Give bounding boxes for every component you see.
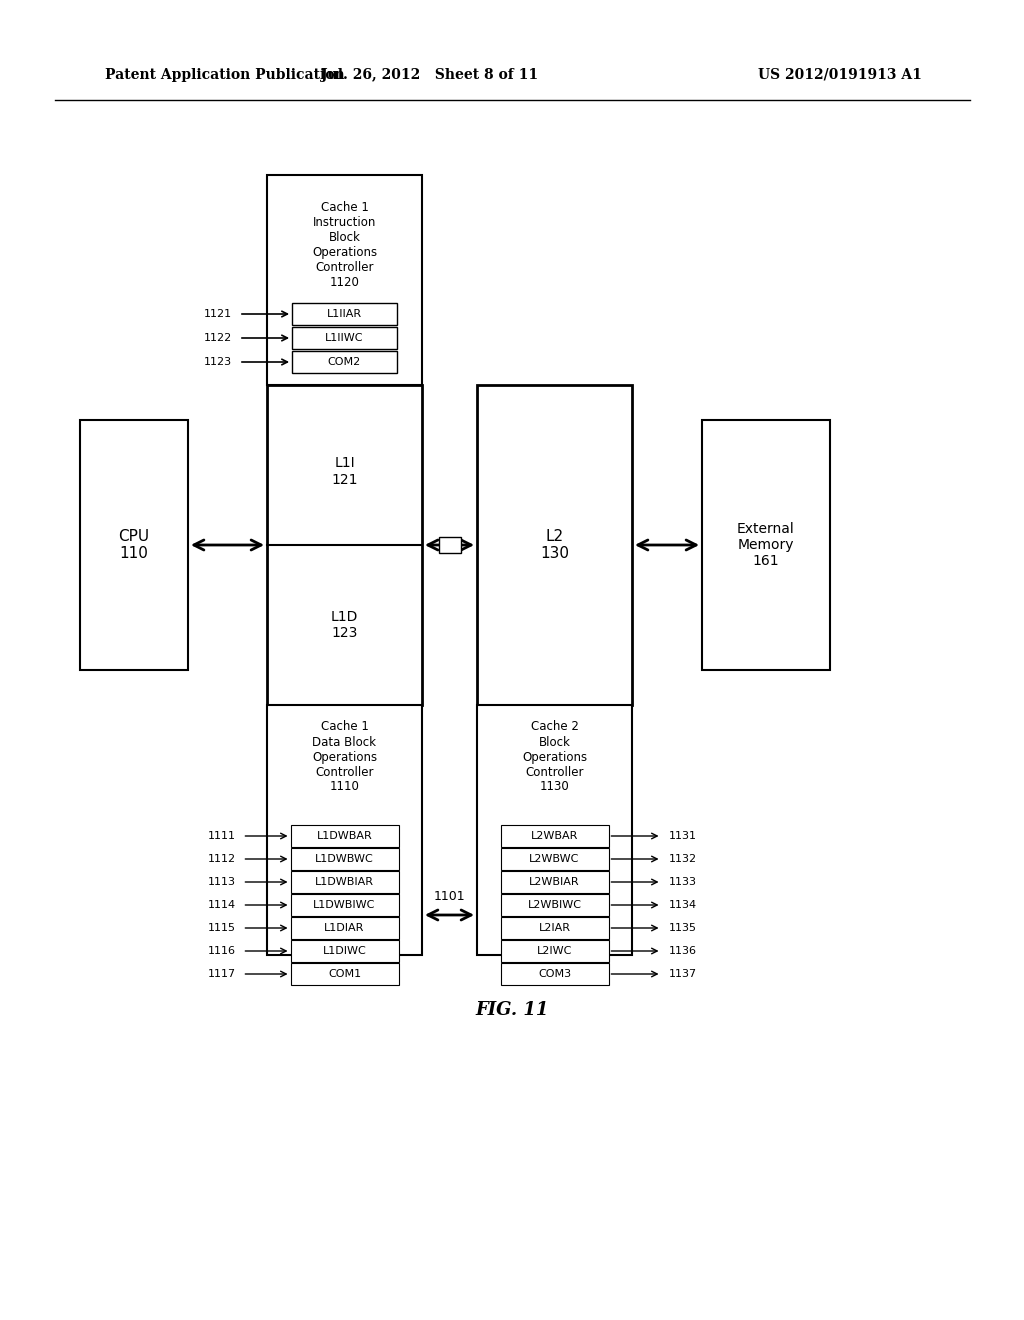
Bar <box>267 176 422 385</box>
Text: L1DWBAR: L1DWBAR <box>316 832 373 841</box>
Text: L2WBWC: L2WBWC <box>529 854 580 865</box>
Text: 1114: 1114 <box>208 900 236 909</box>
Bar <box>501 825 608 847</box>
Bar <box>501 847 608 870</box>
Text: 1136: 1136 <box>669 946 696 956</box>
Text: 1111: 1111 <box>208 832 236 841</box>
Bar <box>501 894 608 916</box>
Text: L2IWC: L2IWC <box>537 946 572 956</box>
Text: 1115: 1115 <box>208 923 236 933</box>
Text: COM1: COM1 <box>328 969 361 979</box>
Bar <box>501 964 608 985</box>
Text: Cache 1
Data Block
Operations
Controller
1110: Cache 1 Data Block Operations Controller… <box>312 721 377 793</box>
Text: L1I
121: L1I 121 <box>331 457 357 487</box>
Bar <box>291 871 398 894</box>
Text: CPU
110: CPU 110 <box>119 529 150 561</box>
Text: L2WBAR: L2WBAR <box>530 832 579 841</box>
Text: 1101: 1101 <box>434 891 465 903</box>
Bar <box>267 705 422 954</box>
Text: L1DIWC: L1DIWC <box>323 946 367 956</box>
Bar <box>501 940 608 962</box>
Text: External
Memory
161: External Memory 161 <box>737 521 795 568</box>
Bar <box>292 304 397 325</box>
Text: L1DWBIAR: L1DWBIAR <box>315 876 374 887</box>
Text: L2WBIWC: L2WBIWC <box>527 900 582 909</box>
Bar <box>501 871 608 894</box>
Bar <box>291 847 398 870</box>
Text: L2
130: L2 130 <box>540 529 569 561</box>
Text: L1DIAR: L1DIAR <box>325 923 365 933</box>
Text: 1123: 1123 <box>204 356 232 367</box>
Text: 1113: 1113 <box>208 876 236 887</box>
Text: 1116: 1116 <box>208 946 236 956</box>
Text: 1132: 1132 <box>669 854 696 865</box>
Text: L1D
123: L1D 123 <box>331 610 358 640</box>
Text: L1DWBWC: L1DWBWC <box>315 854 374 865</box>
Text: COM2: COM2 <box>328 356 361 367</box>
Text: L2WBIAR: L2WBIAR <box>529 876 580 887</box>
Text: Cache 2
Block
Operations
Controller
1130: Cache 2 Block Operations Controller 1130 <box>522 721 587 793</box>
Text: 1134: 1134 <box>669 900 696 909</box>
Bar <box>267 385 422 705</box>
Bar <box>501 917 608 939</box>
Bar <box>702 420 830 671</box>
Text: 1135: 1135 <box>669 923 696 933</box>
Text: 1112: 1112 <box>208 854 236 865</box>
Bar <box>291 964 398 985</box>
Text: Cache 1
Instruction
Block
Operations
Controller
1120: Cache 1 Instruction Block Operations Con… <box>312 201 377 289</box>
Text: L1IIWC: L1IIWC <box>326 333 364 343</box>
Text: 1137: 1137 <box>669 969 696 979</box>
Text: Jul. 26, 2012   Sheet 8 of 11: Jul. 26, 2012 Sheet 8 of 11 <box>322 69 539 82</box>
Bar <box>291 825 398 847</box>
Bar <box>477 705 632 954</box>
Text: COM3: COM3 <box>538 969 571 979</box>
Bar <box>291 917 398 939</box>
Text: 1117: 1117 <box>208 969 236 979</box>
Text: L1IIAR: L1IIAR <box>327 309 362 319</box>
Text: 1131: 1131 <box>669 832 696 841</box>
Bar <box>292 327 397 348</box>
Text: US 2012/0191913 A1: US 2012/0191913 A1 <box>758 69 922 82</box>
Text: 1133: 1133 <box>669 876 696 887</box>
Text: 1122: 1122 <box>204 333 232 343</box>
Text: FIG. 11: FIG. 11 <box>475 1001 549 1019</box>
Bar <box>438 537 461 553</box>
Bar <box>477 385 632 705</box>
Bar <box>80 420 188 671</box>
Text: Patent Application Publication: Patent Application Publication <box>105 69 345 82</box>
Text: L2IAR: L2IAR <box>539 923 570 933</box>
Bar <box>291 940 398 962</box>
Bar <box>291 894 398 916</box>
Text: 1121: 1121 <box>204 309 232 319</box>
Bar <box>292 351 397 374</box>
Text: L1DWBIWC: L1DWBIWC <box>313 900 376 909</box>
